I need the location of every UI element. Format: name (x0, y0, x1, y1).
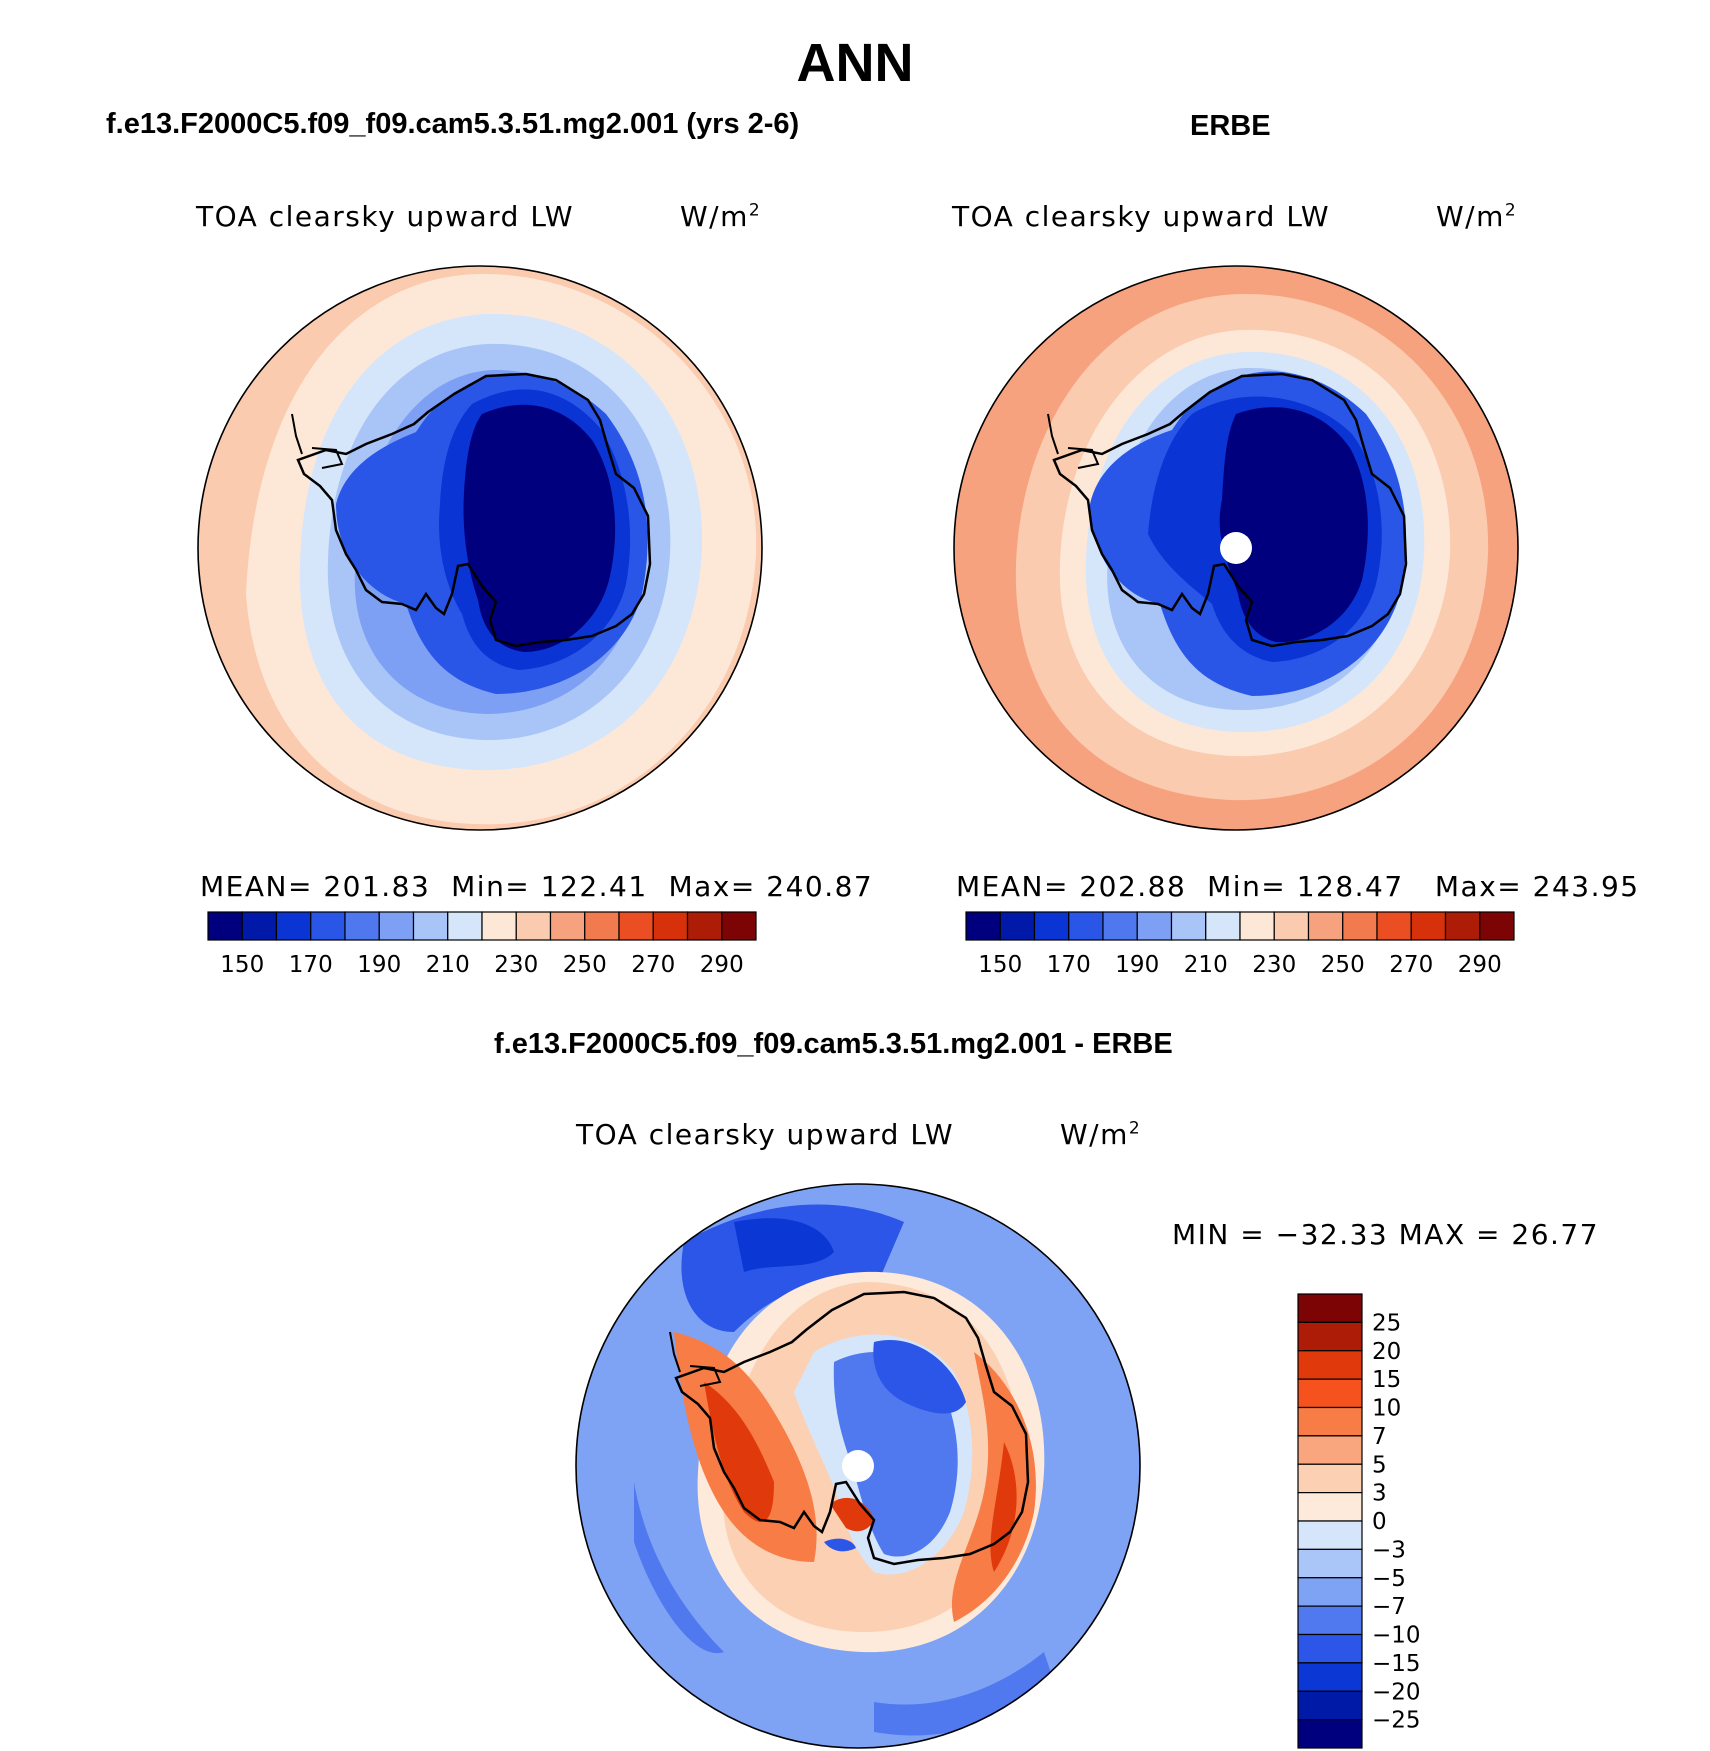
obs-colorbar-box (1342, 911, 1378, 941)
model-colorbar-box (686, 911, 723, 941)
obs-colorbar-box (1033, 911, 1070, 941)
model-colorbar-box (721, 911, 757, 941)
obs-colorbar-box (1102, 911, 1138, 941)
diff-min-max: MIN = −32.33 MAX = 26.77 (1172, 1218, 1600, 1251)
model-colorbar-tick-label: 230 (494, 952, 538, 976)
model-colorbar-box (378, 911, 415, 941)
diff-colorbar-tick-label: 15 (1372, 1367, 1401, 1393)
diff-colorbar-tick-label: 10 (1372, 1396, 1401, 1422)
diff-colorbar-box (1297, 1548, 1363, 1579)
obs-colorbar-box (1068, 911, 1104, 941)
obs-polar-map (953, 265, 1519, 831)
model-colorbar-box (241, 911, 278, 941)
model-colorbar-tick-label: 250 (563, 952, 607, 976)
diff-colorbar-box (1297, 1350, 1363, 1380)
obs-colorbar-box (999, 911, 1036, 941)
obs-variable-label: TOA clearsky upward LW (952, 200, 1331, 233)
model-units-label: W/m2 (680, 200, 762, 233)
obs-colorbar-box (1376, 911, 1412, 941)
obs-colorbar-tick-label: 190 (1115, 952, 1159, 976)
diff-units-label: W/m2 (1060, 1118, 1142, 1151)
obs-colorbar: 150 170 190 210 230 250 270 290 (965, 911, 1515, 976)
obs-colorbar-box (1273, 911, 1310, 941)
model-colorbar-box (618, 911, 654, 941)
model-colorbar-tick-label: 150 (220, 952, 264, 976)
model-panel-title: f.e13.F2000C5.f09_f09.cam5.3.51.mg2.001 … (106, 108, 800, 140)
diff-colorbar-box (1297, 1293, 1363, 1323)
model-colorbar: 150 170 190 210 230 250 270 290 (207, 911, 757, 976)
obs-colorbar-box (1170, 911, 1207, 941)
obs-colorbar-tick-label: 250 (1321, 952, 1365, 976)
obs-colorbar-box (1410, 911, 1447, 941)
obs-colorbar-box (1136, 911, 1173, 941)
obs-colorbar-box (1205, 911, 1241, 941)
obs-colorbar-tick-label: 170 (1047, 952, 1091, 976)
obs-colorbar-box (965, 911, 1001, 941)
obs-colorbar-tick-label: 290 (1458, 952, 1502, 976)
model-colorbar-box (275, 911, 312, 941)
diff-colorbar-box (1297, 1378, 1363, 1409)
obs-colorbar-tick-label: 210 (1184, 952, 1228, 976)
figure-title: ANN (796, 33, 914, 93)
obs-colorbar-box (1479, 911, 1515, 941)
diff-colorbar-box (1297, 1520, 1363, 1550)
obs-colorbar-box (1444, 911, 1481, 941)
diff-colorbar-tick-label: 5 (1372, 1452, 1387, 1478)
model-colorbar-box (549, 911, 586, 941)
diff-colorbar-box (1297, 1321, 1363, 1352)
model-variable-label: TOA clearsky upward LW (196, 200, 575, 233)
diff-colorbar-tick-label: 20 (1372, 1339, 1401, 1365)
diff-colorbar-box (1297, 1406, 1363, 1437)
diff-colorbar-box (1297, 1605, 1363, 1636)
diff-colorbar-tick-label: 3 (1372, 1481, 1387, 1507)
diff-colorbar-tick-label: 0 (1372, 1509, 1387, 1535)
diff-colorbar-box (1297, 1463, 1363, 1494)
diff-colorbar-box (1297, 1719, 1363, 1749)
model-polar-map (197, 265, 763, 831)
model-colorbar-box (584, 911, 620, 941)
model-colorbar-tick-label: 190 (357, 952, 401, 976)
obs-stats-line: MEAN= 202.88 Min= 128.47 Max= 243.95 (956, 870, 1640, 903)
model-colorbar-tick-label: 290 (700, 952, 744, 976)
diff-colorbar-tick-label: −25 (1372, 1708, 1421, 1734)
diff-colorbar-tick-label: −15 (1372, 1651, 1421, 1677)
obs-colorbar-box (1239, 911, 1275, 941)
obs-colorbar-tick-label: 270 (1389, 952, 1433, 976)
diff-colorbar-tick-label: −10 (1372, 1623, 1421, 1649)
obs-units-label: W/m2 (1436, 200, 1518, 233)
model-colorbar-box (310, 911, 346, 941)
diff-colorbar-box (1297, 1492, 1363, 1522)
diff-colorbar-tick-label: 7 (1372, 1424, 1387, 1450)
diff-colorbar-box (1297, 1633, 1363, 1664)
model-colorbar-box (207, 911, 243, 941)
model-colorbar-box (481, 911, 517, 941)
diff-colorbar-box (1297, 1577, 1363, 1607)
obs-colorbar-tick-label: 230 (1252, 952, 1296, 976)
model-colorbar-box (412, 911, 449, 941)
model-colorbar-box (447, 911, 483, 941)
diff-colorbar-box (1297, 1662, 1363, 1692)
diff-colorbar-box (1297, 1435, 1363, 1465)
diff-colorbar-tick-label: 25 (1372, 1310, 1401, 1336)
model-colorbar-tick-label: 270 (631, 952, 675, 976)
obs-colorbar-box (1307, 911, 1344, 941)
obs-panel-title: ERBE (1190, 110, 1271, 142)
diff-colorbar-tick-label: −3 (1372, 1537, 1406, 1563)
diff-polar-map (575, 1183, 1141, 1749)
model-stats-line: MEAN= 201.83 Min= 122.41 Max= 240.87 (200, 870, 874, 903)
model-colorbar-box (515, 911, 552, 941)
diff-colorbar-box (1297, 1690, 1363, 1721)
diff-variable-label: TOA clearsky upward LW (576, 1118, 955, 1151)
model-colorbar-box (652, 911, 689, 941)
diff-colorbar-tick-label: −5 (1372, 1566, 1406, 1592)
diff-colorbar-tick-label: −7 (1372, 1594, 1406, 1620)
model-colorbar-tick-label: 210 (426, 952, 470, 976)
diff-panel-title: f.e13.F2000C5.f09_f09.cam5.3.51.mg2.001 … (494, 1028, 1173, 1060)
obs-colorbar-tick-label: 150 (978, 952, 1022, 976)
model-colorbar-box (344, 911, 380, 941)
model-colorbar-tick-label: 170 (289, 952, 333, 976)
diff-colorbar-tick-label: −20 (1372, 1679, 1421, 1705)
